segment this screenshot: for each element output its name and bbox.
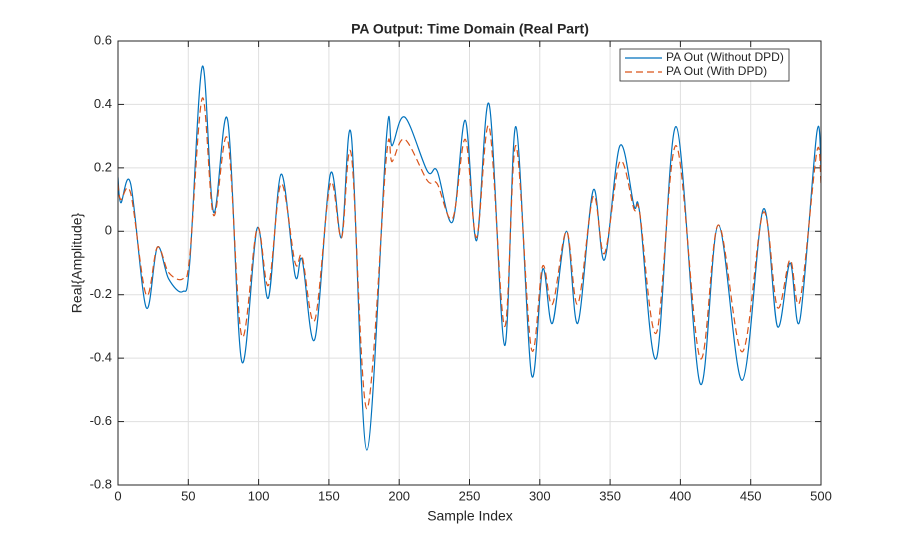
legend-box [619,48,790,82]
x-tick-label: 50 [181,488,195,503]
x-tick-label: 350 [599,488,621,503]
x-tick-label: 300 [529,488,551,503]
legend-label: PA Out (Without DPD) [666,50,784,64]
x-tick-label: 150 [318,488,340,503]
x-tick-label: 250 [459,488,481,503]
x-tick-label: 100 [248,488,270,503]
y-tick-label: -0.8 [90,476,112,491]
y-axis-label: Real{Amplitude} [69,212,85,313]
x-axis-label: Sample Index [427,508,513,524]
x-tick-label: 200 [388,488,410,503]
y-tick-label: 0 [105,223,112,238]
y-tick-label: 0.2 [94,159,112,174]
x-tick-label: 0 [114,488,121,503]
x-tick-label: 450 [740,488,762,503]
series-line [118,97,821,410]
y-tick-label: -0.6 [90,413,112,428]
y-tick-label: 0.6 [94,32,112,47]
chart-title: PA Output: Time Domain (Real Part) [351,21,589,37]
x-tick-label: 500 [810,488,832,503]
y-tick-label: 0.4 [94,96,112,111]
x-tick-label: 400 [670,488,692,503]
series-line [118,65,821,451]
y-tick-label: -0.2 [90,286,112,301]
axes-box [117,40,822,486]
legend-label: PA Out (With DPD) [666,64,767,78]
y-tick-label: -0.4 [90,350,112,365]
